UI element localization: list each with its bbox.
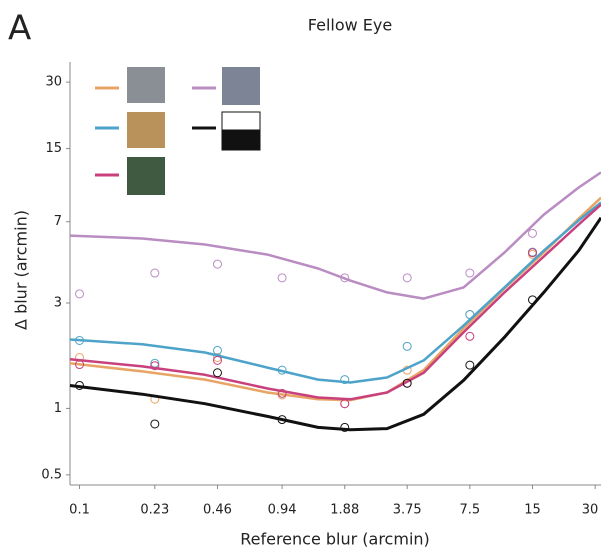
data-point	[75, 352, 85, 362]
data-point	[75, 380, 85, 390]
data-point	[212, 368, 222, 378]
x-tick-label: 3.75	[393, 503, 422, 518]
fit-line	[69, 196, 601, 402]
data-point	[465, 331, 475, 341]
data-point	[402, 341, 412, 351]
legend-image	[127, 112, 165, 148]
y-tick-label: 1	[54, 401, 62, 416]
x-tick-label: 0.94	[268, 503, 297, 518]
x-tick-label: 0.46	[203, 503, 232, 518]
legend-image	[127, 67, 165, 103]
x-tick-label: 0.23	[140, 503, 169, 518]
y-tick-label: 0.5	[41, 467, 62, 482]
data-point	[340, 422, 350, 432]
fit-line	[69, 201, 601, 384]
data-point	[150, 268, 160, 278]
data-point	[340, 375, 350, 385]
data-point	[277, 365, 287, 375]
x-tick-label: 7.5	[459, 503, 480, 518]
data-point	[340, 273, 350, 283]
fit-line	[69, 203, 601, 401]
y-tick-label: 30	[45, 75, 62, 90]
data-point	[465, 360, 475, 370]
legend	[127, 67, 261, 195]
data-point	[277, 415, 287, 425]
data-point	[528, 228, 538, 238]
fit-line	[69, 171, 601, 300]
data-point	[528, 295, 538, 305]
data-point	[465, 310, 475, 320]
x-tick-label: 0.1	[69, 503, 90, 518]
y-tick-label: 15	[45, 141, 62, 156]
data-point	[277, 388, 287, 398]
legend-image	[221, 111, 261, 131]
data-point	[75, 335, 85, 345]
data-point	[212, 345, 222, 355]
y-tick-label: 7	[54, 214, 62, 229]
x-tick-label: 15	[524, 503, 541, 518]
data-point	[75, 289, 85, 299]
data-point	[277, 273, 287, 283]
data-point	[465, 268, 475, 278]
data-point	[402, 378, 412, 388]
legend-image	[222, 67, 260, 105]
data-point	[402, 273, 412, 283]
data-point	[528, 248, 538, 258]
panel-label: A	[8, 9, 31, 49]
data-point	[212, 355, 222, 365]
x-tick-label: 30	[582, 503, 599, 518]
legend-image	[127, 157, 165, 195]
chart-title: Fellow Eye	[308, 16, 392, 35]
x-tick-label: 1.88	[330, 503, 359, 518]
data-point	[212, 259, 222, 269]
data-point	[75, 360, 85, 370]
x-axis-label: Reference blur (arcmin)	[240, 530, 430, 549]
y-axis-label: Δ blur (arcmin)	[12, 210, 31, 330]
data-point	[150, 361, 160, 371]
data-point	[340, 399, 350, 409]
data-point	[150, 419, 160, 429]
fit-line	[69, 216, 601, 432]
y-tick-label: 3	[54, 296, 62, 311]
